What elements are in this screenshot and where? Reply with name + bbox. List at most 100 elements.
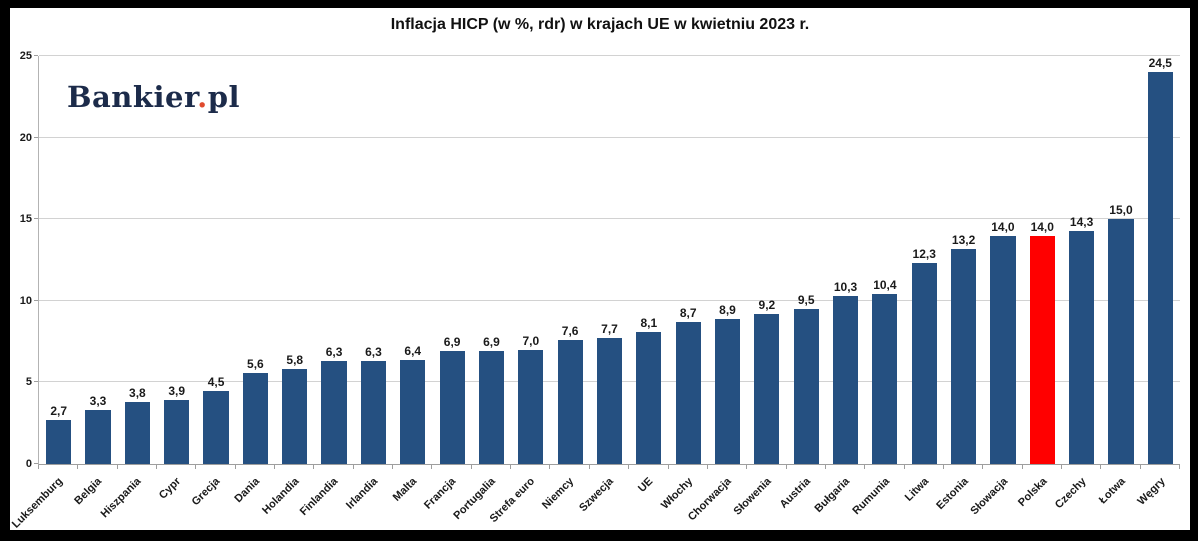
bar-luksemburg xyxy=(46,419,72,464)
bar-slot-grecja: 4,5 xyxy=(196,56,235,464)
x-tick-mark xyxy=(275,465,315,469)
bankier-logo: Bankier.pl xyxy=(67,80,240,114)
x-label-wegry: Węgry xyxy=(1135,475,1168,508)
x-label-ue: UE xyxy=(636,475,656,495)
x-tick-mark xyxy=(157,465,197,469)
bar-finlandia xyxy=(321,361,347,464)
y-tick-label-0: 0 xyxy=(25,458,32,470)
bar-slot-cypr: 3,9 xyxy=(157,56,196,464)
x-label-slot-irlandia: Irlandia xyxy=(344,468,392,530)
bar-slowenia xyxy=(754,313,780,464)
x-tick-mark xyxy=(826,465,866,469)
y-tick-mark-5 xyxy=(34,381,38,383)
x-tick-mark xyxy=(1101,465,1141,469)
value-label-finlandia: 6,3 xyxy=(325,345,343,360)
y-tick-label-15: 15 xyxy=(19,213,32,226)
x-label-lotwa: Łotwa xyxy=(1097,475,1128,507)
y-tick-mark-25 xyxy=(34,55,38,56)
y-tick-label-25: 25 xyxy=(19,50,32,62)
logo-suffix: pl xyxy=(207,80,240,114)
bar-slot-hiszpania: 3,8 xyxy=(118,56,157,464)
bar-rumunia xyxy=(872,294,898,464)
x-tick-mark xyxy=(472,465,512,469)
x-label-dania: Dania xyxy=(231,475,262,506)
bar-chorwacja xyxy=(714,318,741,464)
bar-slot-niemcy: 7,6 xyxy=(550,56,589,464)
x-tick-mark xyxy=(1023,465,1062,469)
x-tick-mark xyxy=(236,465,276,469)
x-label-belgia: Belgia xyxy=(72,475,105,508)
bars: 2,7 3,3 3,8 3,9 4,5 5,6 5,8 6,3 6,3 6,4 6,9 6,9 7,0 7… xyxy=(39,56,1180,464)
bar-malta xyxy=(400,359,426,464)
x-tick-mark xyxy=(118,465,158,469)
bar-slot-francja: 6,9 xyxy=(432,56,471,464)
value-label-ue: 8,1 xyxy=(640,315,658,330)
bar-slot-estonia: 13,2 xyxy=(944,56,983,464)
y-tick-mark-15 xyxy=(34,218,38,220)
x-tick-mark xyxy=(393,465,433,469)
gridline-10 xyxy=(39,299,1180,301)
value-label-polska: 14,0 xyxy=(1030,219,1054,234)
chart-title: Inflacja HICP (w %, rdr) w krajach UE w … xyxy=(390,16,810,33)
gridline-25 xyxy=(39,55,1180,56)
x-tick-mark xyxy=(196,465,236,469)
value-label-rumunia: 10,4 xyxy=(873,278,897,293)
bar-slot-austria: 9,5 xyxy=(787,56,826,464)
value-label-chorwacja: 8,9 xyxy=(719,302,736,317)
value-label-portugalia: 6,9 xyxy=(483,335,500,350)
bar-slot-malta: 6,4 xyxy=(393,56,432,464)
x-tick-mark xyxy=(708,465,748,469)
x-axis-labels: Luksemburg Belgia Hiszpania Cypr Grecja Dania… xyxy=(10,468,1180,530)
x-tick-mark xyxy=(1062,465,1102,469)
y-tick-mark-20 xyxy=(34,136,38,138)
value-label-belgia: 3,3 xyxy=(89,394,107,409)
value-label-szwecja: 7,7 xyxy=(601,322,618,337)
gridline-20 xyxy=(39,136,1180,138)
bar-slot-luksemburg: 2,7 xyxy=(39,56,78,464)
bar-slot-polska: 14,0 xyxy=(1023,56,1062,464)
bar-dania xyxy=(242,372,268,464)
bar-szwecja xyxy=(596,338,623,464)
bar-slowacja xyxy=(990,235,1016,464)
value-label-slowacja: 14,0 xyxy=(991,219,1015,234)
x-tick-mark xyxy=(787,465,826,469)
bar-portugalia xyxy=(478,351,505,464)
value-label-slowenia: 9,2 xyxy=(758,297,776,312)
y-tick-label-20: 20 xyxy=(19,131,32,144)
x-label-cypr: Cypr xyxy=(156,475,183,502)
bar-bulgaria xyxy=(832,295,859,464)
value-label-estonia: 13,2 xyxy=(951,232,976,247)
value-label-francja: 6,9 xyxy=(443,335,461,350)
x-tick-mark xyxy=(905,465,944,469)
bar-slot-wlochy: 8,7 xyxy=(669,56,708,464)
y-tick-label-5: 5 xyxy=(25,376,32,389)
bar-wlochy xyxy=(675,322,701,464)
bar-strefa-euro xyxy=(518,349,544,464)
x-label-grecja: Grecja xyxy=(189,475,223,509)
x-tick-mark xyxy=(1141,465,1180,469)
bar-slot-szwecja: 7,7 xyxy=(590,56,629,464)
x-tick-mark xyxy=(944,465,984,469)
value-label-strefa-euro: 7,0 xyxy=(522,333,540,348)
x-tick-mark xyxy=(38,465,79,469)
bar-slot-dania: 5,6 xyxy=(236,56,275,464)
bar-slot-litwa: 12,3 xyxy=(905,56,944,464)
x-label-slot-szwecja: Szwecja xyxy=(577,468,628,530)
x-tick-mark xyxy=(669,465,708,469)
bar-slot-lotwa: 15,0 xyxy=(1101,56,1140,464)
bar-slot-rumunia: 10,4 xyxy=(865,56,904,464)
x-label-slot-grecja: Grecja xyxy=(190,468,235,530)
x-label-litwa: Litwa xyxy=(902,475,932,504)
x-label-slot-luksemburg: Luksemburg xyxy=(10,468,77,530)
bar-grecja xyxy=(203,390,229,464)
value-label-malta: 6,4 xyxy=(404,343,422,358)
x-tick-mark xyxy=(511,465,551,469)
value-label-czechy: 14,3 xyxy=(1069,214,1094,229)
value-label-irlandia: 6,3 xyxy=(365,345,382,360)
value-label-niemcy: 7,6 xyxy=(561,323,579,338)
bar-hiszpania xyxy=(124,401,150,464)
x-tick-mark xyxy=(629,465,669,469)
bar-wegry xyxy=(1147,72,1173,464)
bar-slot-portugalia: 6,9 xyxy=(472,56,511,464)
bar-lotwa xyxy=(1108,219,1134,464)
